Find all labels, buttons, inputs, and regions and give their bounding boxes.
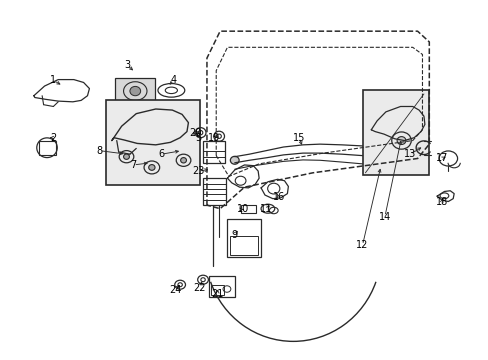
Text: 18: 18 bbox=[435, 197, 447, 207]
Ellipse shape bbox=[130, 86, 141, 96]
Text: 11: 11 bbox=[260, 204, 272, 215]
Ellipse shape bbox=[148, 165, 155, 170]
Text: 4: 4 bbox=[170, 75, 177, 85]
Bar bbox=[203, 178, 226, 205]
Text: 6: 6 bbox=[158, 149, 164, 159]
Text: 14: 14 bbox=[378, 212, 390, 221]
Text: 21: 21 bbox=[211, 289, 224, 299]
Text: 2: 2 bbox=[50, 133, 57, 143]
Text: 7: 7 bbox=[130, 160, 136, 170]
Bar bbox=[240, 205, 256, 213]
Text: 17: 17 bbox=[435, 153, 447, 163]
Ellipse shape bbox=[123, 154, 129, 159]
Bar bbox=[203, 140, 224, 163]
Text: 3: 3 bbox=[124, 60, 130, 70]
Bar bbox=[211, 285, 223, 295]
Text: 22: 22 bbox=[193, 283, 205, 293]
Ellipse shape bbox=[230, 156, 239, 164]
Bar bbox=[229, 235, 258, 255]
Bar bbox=[362, 90, 428, 175]
Ellipse shape bbox=[396, 136, 405, 144]
Text: 1: 1 bbox=[50, 75, 56, 85]
Text: 10: 10 bbox=[236, 204, 249, 215]
Text: 8: 8 bbox=[96, 145, 102, 156]
Text: 5: 5 bbox=[195, 133, 201, 143]
Text: 20: 20 bbox=[189, 128, 202, 138]
Bar bbox=[105, 100, 200, 185]
Text: 23: 23 bbox=[192, 166, 204, 176]
Bar bbox=[227, 220, 260, 257]
Text: 9: 9 bbox=[231, 230, 237, 239]
Text: 19: 19 bbox=[208, 133, 220, 143]
Bar bbox=[209, 276, 234, 297]
Text: 24: 24 bbox=[169, 285, 181, 296]
Bar bbox=[115, 78, 155, 105]
Text: 12: 12 bbox=[356, 240, 368, 250]
Ellipse shape bbox=[180, 158, 186, 163]
Text: 16: 16 bbox=[272, 192, 284, 202]
Text: 13: 13 bbox=[404, 149, 416, 159]
Text: 15: 15 bbox=[292, 133, 305, 143]
Bar bbox=[39, 140, 56, 155]
